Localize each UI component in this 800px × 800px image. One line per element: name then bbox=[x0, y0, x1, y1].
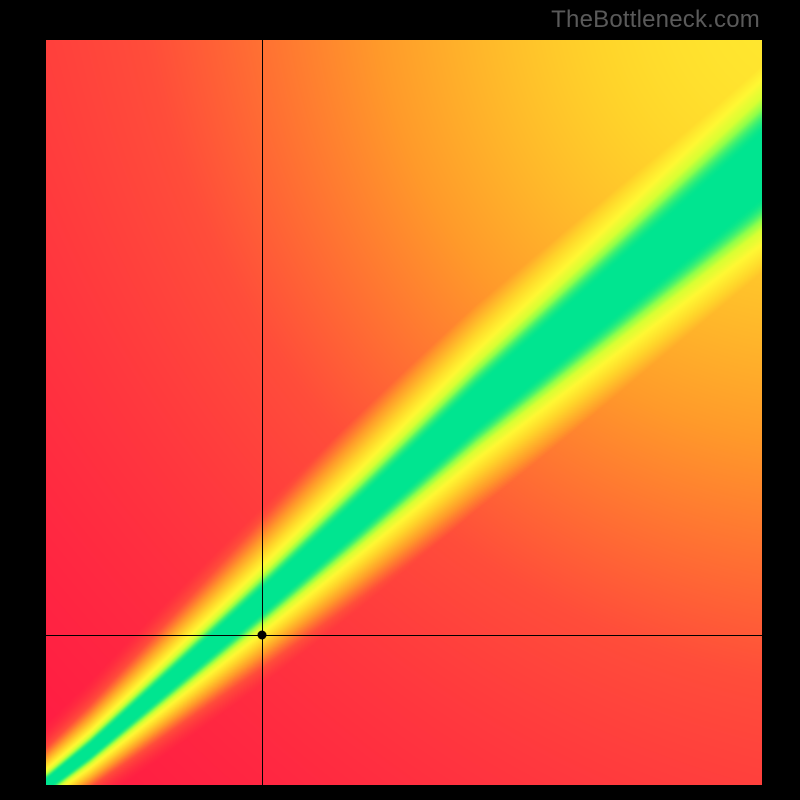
heatmap-canvas bbox=[46, 40, 762, 785]
marker-dot bbox=[257, 630, 266, 639]
plot-area bbox=[46, 40, 762, 785]
watermark-text: TheBottleneck.com bbox=[551, 6, 760, 34]
crosshair-horizontal bbox=[46, 635, 762, 636]
crosshair-vertical bbox=[262, 40, 263, 785]
